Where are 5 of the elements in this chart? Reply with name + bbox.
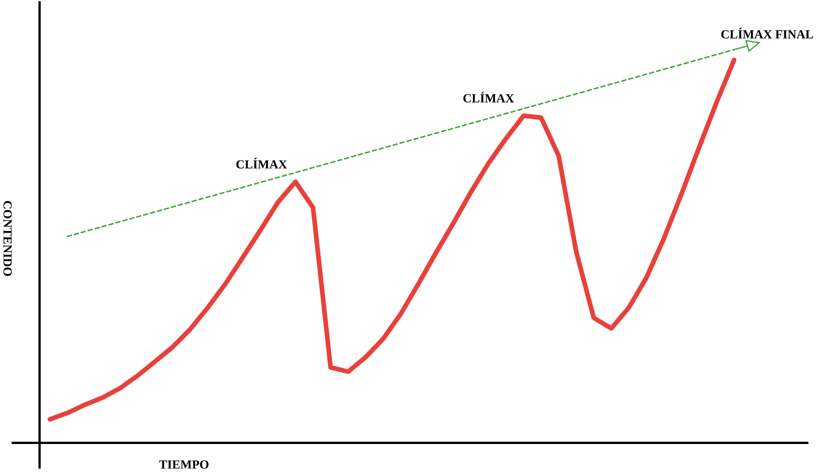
annotation: CLÍMAX	[463, 92, 514, 102]
annotation: CLÍMAX	[236, 158, 287, 168]
text: CLÍMAX FINAL	[721, 28, 814, 38]
y-axis-title: CONTENIDO	[3, 201, 12, 276]
x-axis-title: TIEMPO	[159, 460, 208, 469]
